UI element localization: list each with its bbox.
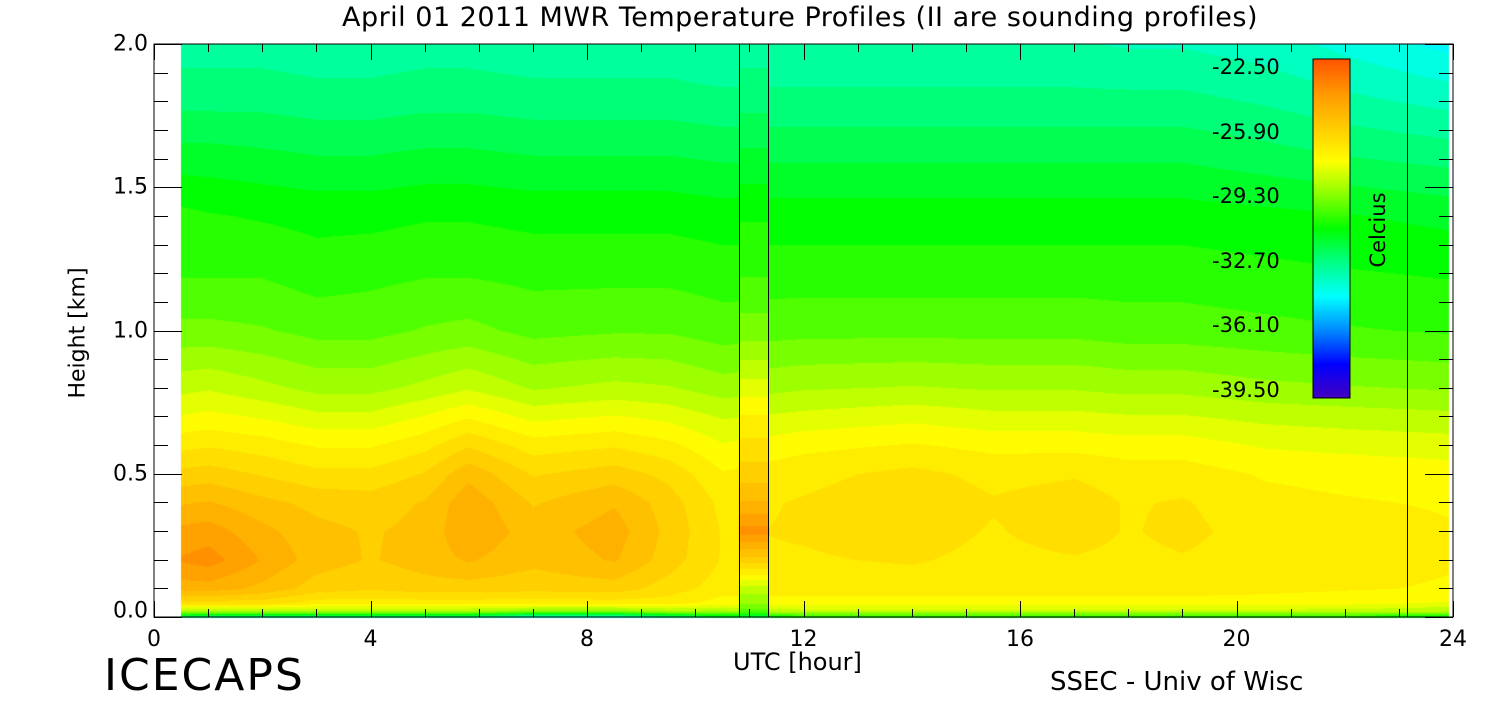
colorbar-tick-label: -22.50	[1212, 55, 1280, 79]
plot-frame	[153, 43, 1454, 618]
y-tick-label: 0.5	[113, 461, 148, 487]
colorbar-tick-label: -25.90	[1212, 119, 1280, 144]
y-tick-label: 1.0	[113, 318, 148, 343]
x-tick-label: 12	[789, 627, 818, 652]
x-tick-label: 20	[1222, 627, 1251, 652]
x-tick-label: 4	[363, 627, 378, 652]
colorbar-tick-label: -36.10	[1212, 313, 1280, 338]
x-axis-label: UTC [hour]	[733, 648, 862, 676]
colorbar-frame	[1312, 58, 1351, 399]
x-tick-label: 16	[1006, 627, 1034, 652]
credit-text: SSEC - Univ of Wisc	[1050, 667, 1304, 697]
colorbar-tick-label: -32.70	[1212, 248, 1280, 273]
y-tick-label: 0.0	[113, 598, 148, 624]
chart-title: April 01 2011 MWR Temperature Profiles (…	[341, 2, 1259, 33]
x-tick-label: 24	[1439, 627, 1467, 652]
colorbar-tick-label: -39.50	[1212, 378, 1280, 402]
y-tick-label: 1.5	[113, 174, 148, 200]
colorbar-tick-label: -29.30	[1212, 184, 1280, 209]
icecaps-logo-text: ICECAPS	[104, 650, 305, 701]
y-tick-label: 2.0	[113, 31, 148, 57]
colorbar-label: Celcius	[1366, 192, 1390, 268]
x-tick-label: 0	[147, 627, 161, 652]
x-tick-label: 8	[580, 627, 594, 652]
